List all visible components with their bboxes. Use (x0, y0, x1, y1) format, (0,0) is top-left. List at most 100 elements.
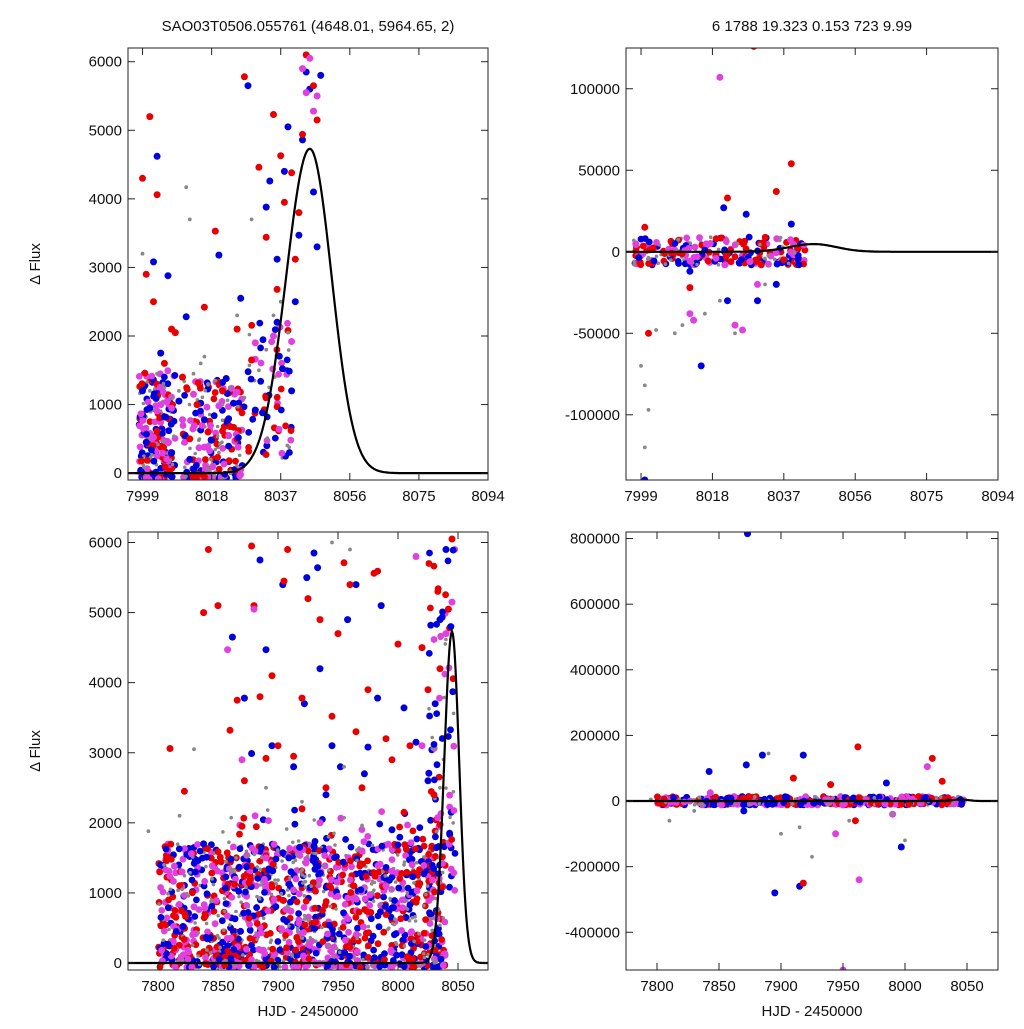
data-point-magenta (290, 886, 297, 894)
data-point-magenta (442, 630, 450, 638)
data-point-magenta (194, 841, 201, 848)
data-point-blue (377, 602, 385, 610)
data-point-red (240, 814, 248, 822)
data-point-magenta (407, 839, 415, 846)
data-point-red (380, 928, 388, 936)
data-point-magenta (230, 843, 237, 851)
data-point-gray (692, 809, 697, 813)
data-point-gray (300, 867, 305, 872)
data-point-gray (328, 904, 333, 909)
data-point-blue (227, 954, 235, 962)
data-point-magenta (292, 875, 300, 883)
data-point-blue (328, 742, 336, 750)
data-point-red (273, 393, 281, 401)
data-point-red (282, 422, 289, 430)
data-point-magenta (204, 928, 211, 936)
data-point-blue (426, 712, 433, 720)
data-point-magenta (328, 948, 335, 956)
data-point-gray (430, 928, 435, 933)
data-point-blue (376, 963, 384, 970)
data-point-blue (168, 449, 176, 457)
data-point-gray (218, 442, 222, 446)
data-point-blue (396, 833, 404, 841)
data-point-gray (413, 919, 418, 923)
data-point-red (287, 427, 295, 434)
data-point-blue (432, 833, 439, 841)
data-point-blue (381, 902, 389, 910)
data-point-blue (165, 427, 173, 435)
data-point-gray (255, 937, 259, 942)
data-point-blue (794, 255, 802, 263)
data-point-red (183, 384, 191, 391)
data-point-magenta (288, 338, 296, 345)
data-point-gray (903, 838, 907, 843)
data-point-magenta (255, 946, 263, 953)
data-point-blue (378, 842, 386, 850)
data-point-magenta (190, 422, 198, 430)
data-point-magenta (425, 897, 433, 904)
data-point-gray (388, 896, 393, 901)
data-point-gray (305, 939, 310, 943)
data-point-gray (355, 848, 359, 852)
data-point-magenta (202, 954, 209, 962)
data-point-blue (420, 870, 428, 878)
data-point-red (347, 857, 354, 865)
data-point-gray (427, 706, 431, 711)
y-tick-label: 6000 (89, 54, 122, 71)
data-point-gray (448, 815, 452, 820)
data-point-red (298, 694, 306, 702)
data-point-gray (701, 802, 705, 807)
data-point-magenta (278, 449, 286, 457)
data-point-red (165, 896, 173, 904)
data-point-blue (263, 442, 271, 450)
data-point-blue (737, 256, 745, 263)
data-point-red (750, 48, 757, 50)
data-point-magenta (366, 902, 374, 909)
data-point-gray (223, 958, 228, 963)
data-point-blue (427, 621, 435, 629)
data-point-blue (447, 623, 455, 631)
data-point-magenta (787, 248, 795, 256)
data-point-gray (294, 852, 299, 857)
data-point-blue (150, 258, 157, 266)
data-point-red (401, 841, 409, 849)
data-point-magenta (179, 416, 186, 424)
data-point-blue (227, 855, 235, 863)
data-point-red (226, 726, 234, 734)
data-point-blue (162, 845, 170, 853)
data-point-gray (422, 903, 426, 908)
data-point-blue (291, 820, 299, 828)
data-point-gray (271, 313, 276, 318)
data-point-gray (145, 380, 149, 384)
data-point-gray (646, 408, 651, 412)
data-point-blue (240, 694, 248, 702)
data-point-gray (370, 843, 375, 848)
data-point-blue (424, 777, 432, 785)
data-point-blue (203, 890, 211, 898)
data-point-red (216, 853, 224, 861)
data-point-magenta (437, 632, 445, 640)
data-point-magenta (399, 904, 406, 912)
plot-frame (625, 531, 999, 971)
data-point-gray (264, 347, 269, 352)
data-point-gray (187, 402, 192, 407)
data-point-blue (388, 826, 396, 834)
data-point-gray (425, 884, 430, 888)
data-point-gray (203, 388, 208, 393)
data-point-blue (444, 733, 452, 740)
data-point-gray (193, 921, 197, 925)
data-point-red (760, 243, 768, 251)
data-point-blue (280, 167, 288, 175)
data-point-gray (142, 454, 146, 458)
data-point-blue (408, 855, 416, 863)
data-point-blue (244, 909, 252, 916)
data-point-blue (171, 372, 179, 379)
data-point-gray (285, 443, 290, 448)
data-point-red (200, 303, 208, 311)
data-point-blue (437, 955, 445, 963)
data-point-blue (312, 913, 319, 921)
data-point-blue (240, 403, 248, 411)
data-point-blue (254, 875, 262, 882)
data-point-red (444, 605, 452, 613)
data-point-gray (421, 951, 426, 956)
